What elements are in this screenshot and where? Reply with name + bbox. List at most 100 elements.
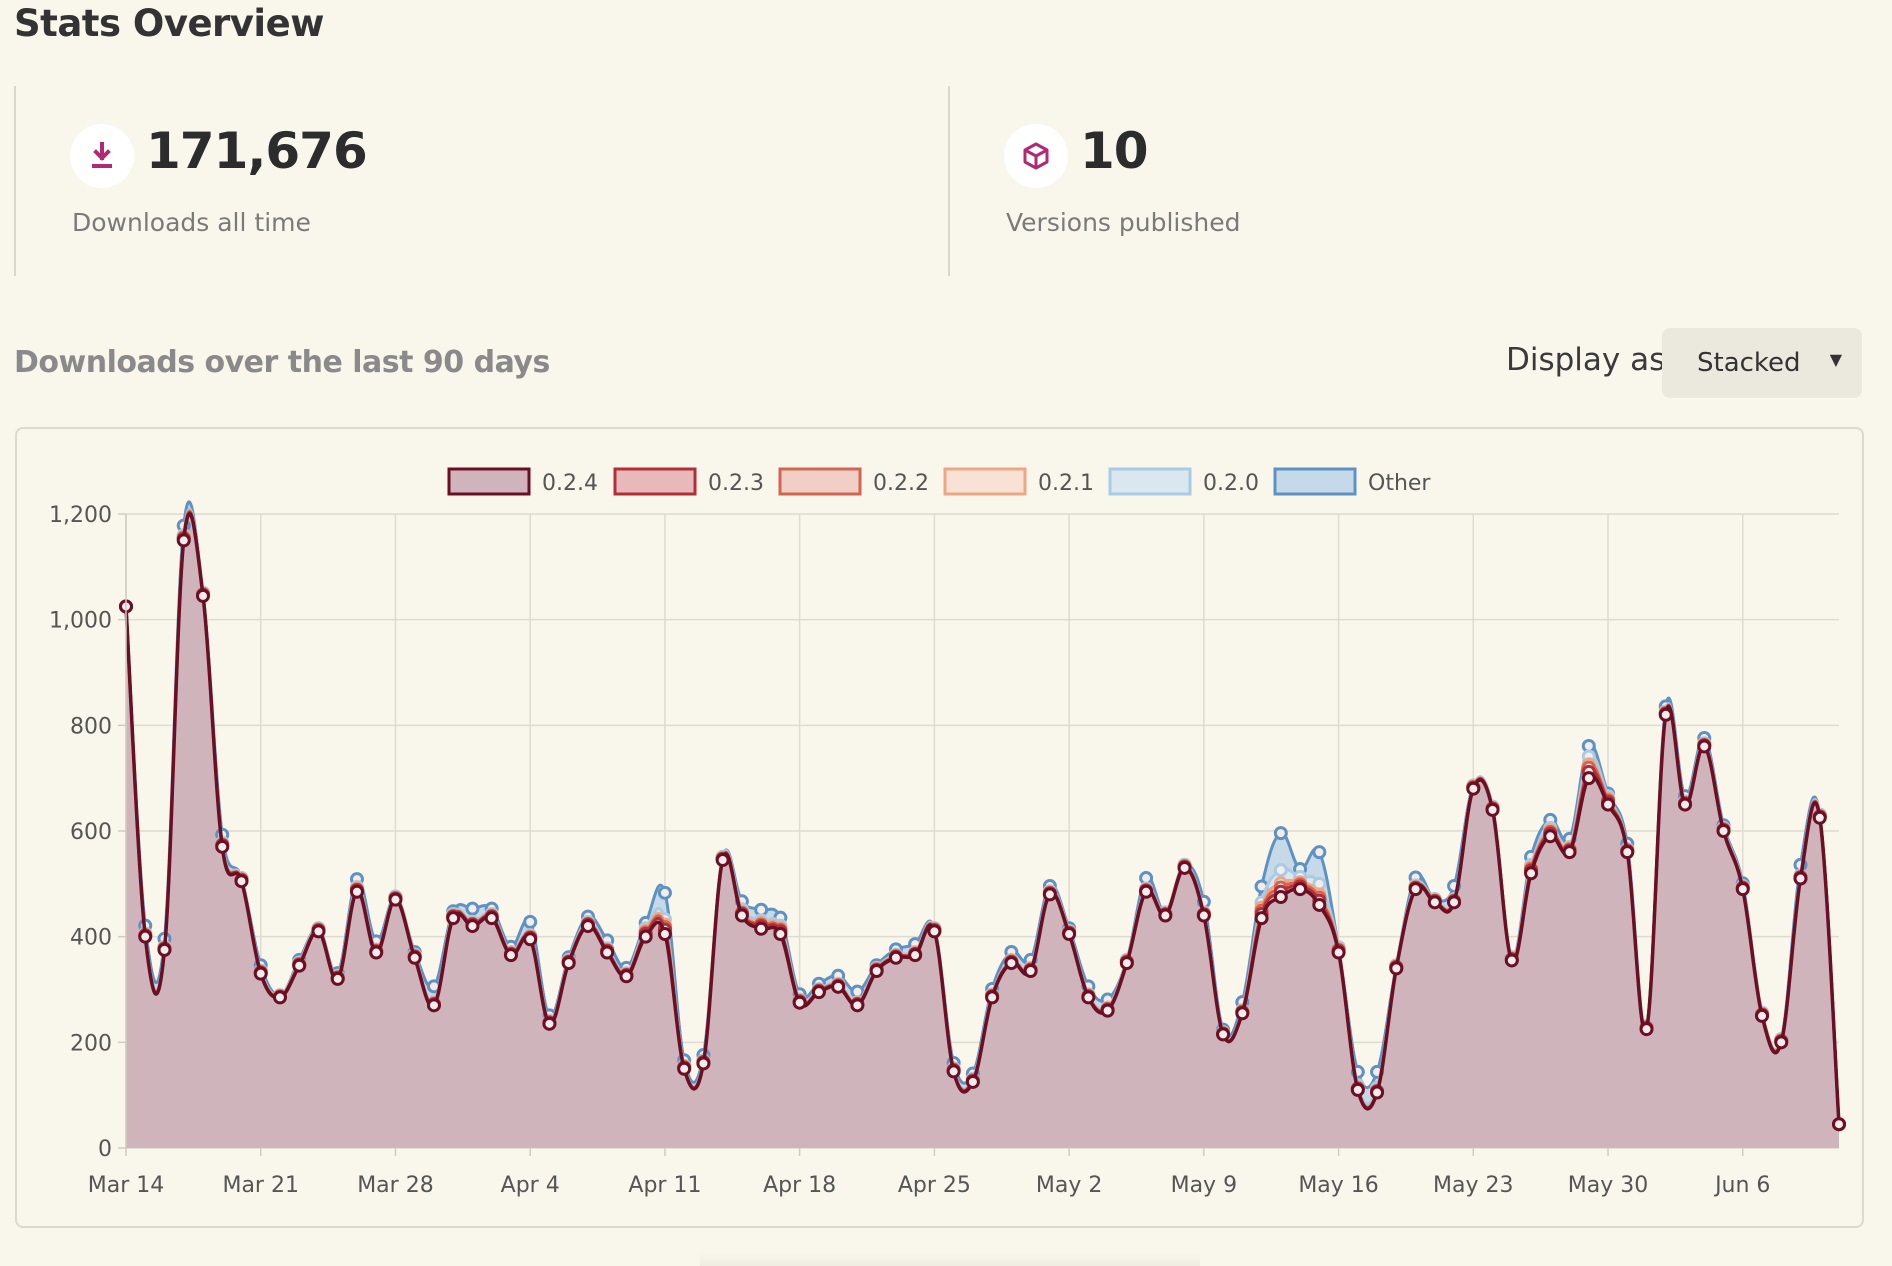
legend-swatch-0.2.1[interactable] xyxy=(943,467,1027,496)
data-point-0.2.4[interactable] xyxy=(734,908,749,923)
data-point-0.2.4[interactable] xyxy=(1389,961,1404,976)
data-point-0.2.4[interactable] xyxy=(696,1056,711,1071)
legend-swatch-0.2.4[interactable] xyxy=(447,467,531,496)
data-point-0.2.4[interactable] xyxy=(1466,781,1481,796)
legend-label-Other[interactable]: Other xyxy=(1368,471,1431,496)
data-point-0.2.4[interactable] xyxy=(619,969,634,984)
data-point-0.2.4[interactable] xyxy=(1350,1082,1365,1097)
data-point-0.2.4[interactable] xyxy=(1716,824,1731,838)
legend-label-0.2.3[interactable]: 0.2.3 xyxy=(708,471,764,496)
data-point-0.2.4[interactable] xyxy=(1312,897,1327,912)
data-point-0.2.4[interactable] xyxy=(369,945,384,960)
data-point-0.2.4[interactable] xyxy=(638,929,653,944)
data-point-0.2.4[interactable] xyxy=(600,945,615,960)
data-point-0.2.4[interactable] xyxy=(1832,1117,1846,1132)
data-point-0.2.4[interactable] xyxy=(195,588,210,603)
data-point-0.2.4[interactable] xyxy=(773,927,788,942)
data-point-0.2.4[interactable] xyxy=(1755,1008,1770,1023)
legend-swatch-Other[interactable] xyxy=(1273,467,1357,496)
data-point-0.2.4[interactable] xyxy=(503,948,518,963)
data-point-0.2.4[interactable] xyxy=(272,990,287,1005)
legend-swatch-0.2.0[interactable] xyxy=(1108,467,1192,496)
data-point-0.2.4[interactable] xyxy=(1062,927,1077,942)
data-point-0.2.4[interactable] xyxy=(792,995,807,1010)
data-point-0.2.4[interactable] xyxy=(446,911,461,926)
data-point-0.2.4[interactable] xyxy=(908,948,923,963)
data-point-0.2.4[interactable] xyxy=(484,911,499,926)
data-point-0.2.4[interactable] xyxy=(388,892,403,907)
data-point-0.2.4[interactable] xyxy=(850,998,865,1013)
data-point-Other[interactable] xyxy=(1273,826,1288,841)
data-point-0.2.4[interactable] xyxy=(1119,956,1134,971)
data-point-0.2.4[interactable] xyxy=(754,921,769,936)
legend-label-0.2.2[interactable]: 0.2.2 xyxy=(873,471,929,496)
data-point-0.2.4[interactable] xyxy=(1427,895,1442,910)
data-point-0.2.4[interactable] xyxy=(176,533,191,548)
data-point-0.2.4[interactable] xyxy=(215,839,230,854)
data-point-0.2.4[interactable] xyxy=(1004,956,1019,971)
data-point-0.2.4[interactable] xyxy=(1581,771,1596,786)
data-point-0.2.4[interactable] xyxy=(985,990,1000,1005)
data-point-0.2.4[interactable] xyxy=(1081,990,1096,1005)
data-point-0.2.4[interactable] xyxy=(1543,829,1558,844)
data-point-0.2.4[interactable] xyxy=(330,971,345,986)
data-point-0.2.4[interactable] xyxy=(407,950,422,965)
data-point-0.2.4[interactable] xyxy=(869,964,884,979)
data-point-0.2.4[interactable] xyxy=(426,998,441,1013)
data-point-0.2.4[interactable] xyxy=(1774,1035,1789,1050)
data-point-0.2.4[interactable] xyxy=(811,985,826,1000)
data-point-0.2.4[interactable] xyxy=(292,958,307,973)
data-point-0.2.4[interactable] xyxy=(927,924,942,939)
data-point-0.2.4[interactable] xyxy=(349,884,364,899)
data-point-0.2.4[interactable] xyxy=(1524,866,1539,881)
data-point-0.2.4[interactable] xyxy=(1620,845,1635,860)
data-point-0.2.4[interactable] xyxy=(1678,797,1693,812)
data-point-0.2.4[interactable] xyxy=(1254,911,1269,926)
data-point-0.2.4[interactable] xyxy=(1100,1003,1115,1018)
data-point-0.2.4[interactable] xyxy=(523,932,538,947)
data-point-0.2.4[interactable] xyxy=(831,979,846,994)
data-point-Other[interactable] xyxy=(465,901,480,916)
data-point-0.2.4[interactable] xyxy=(1658,707,1673,722)
data-point-0.2.4[interactable] xyxy=(715,853,730,868)
data-point-0.2.4[interactable] xyxy=(1023,964,1038,979)
data-point-0.2.4[interactable] xyxy=(465,919,480,934)
data-point-0.2.4[interactable] xyxy=(561,956,576,971)
data-point-0.2.4[interactable] xyxy=(1139,884,1154,899)
data-point-0.2.4[interactable] xyxy=(965,1074,980,1089)
data-point-0.2.4[interactable] xyxy=(311,924,326,939)
data-point-0.2.4[interactable] xyxy=(1408,882,1423,897)
data-point-0.2.4[interactable] xyxy=(888,950,903,965)
legend-swatch-0.2.3[interactable] xyxy=(613,467,697,496)
data-point-0.2.4[interactable] xyxy=(234,874,249,889)
data-point-0.2.4[interactable] xyxy=(1293,882,1308,897)
data-point-0.2.4[interactable] xyxy=(1504,953,1519,968)
data-point-0.2.4[interactable] xyxy=(157,942,172,957)
data-point-0.2.4[interactable] xyxy=(1235,1006,1250,1021)
data-point-0.2.4[interactable] xyxy=(542,1016,557,1031)
display-mode-select[interactable]: Stacked ▼ xyxy=(1662,328,1862,398)
data-point-0.2.4[interactable] xyxy=(1485,802,1500,817)
data-point-0.2.4[interactable] xyxy=(946,1064,961,1079)
data-point-0.2.4[interactable] xyxy=(1793,871,1808,886)
data-point-Other[interactable] xyxy=(657,885,672,900)
data-point-0.2.4[interactable] xyxy=(1562,845,1577,860)
data-point-Other[interactable] xyxy=(1312,845,1327,860)
data-point-0.2.4[interactable] xyxy=(1447,895,1462,910)
data-point-0.2.4[interactable] xyxy=(1697,739,1712,754)
data-point-0.2.0[interactable] xyxy=(1273,863,1288,878)
data-point-0.2.4[interactable] xyxy=(1216,1027,1231,1042)
data-point-0.2.4[interactable] xyxy=(1812,810,1827,825)
data-point-0.2.4[interactable] xyxy=(677,1061,692,1076)
data-point-0.2.4[interactable] xyxy=(1735,882,1750,897)
legend-swatch-0.2.2[interactable] xyxy=(778,467,862,496)
data-point-0.2.4[interactable] xyxy=(1196,908,1211,923)
data-point-0.2.4[interactable] xyxy=(253,966,268,981)
data-point-0.2.4[interactable] xyxy=(1273,890,1288,905)
legend-label-0.2.4[interactable]: 0.2.4 xyxy=(542,471,598,496)
legend-label-0.2.0[interactable]: 0.2.0 xyxy=(1203,471,1259,496)
data-point-Other[interactable] xyxy=(523,914,538,929)
data-point-0.2.4[interactable] xyxy=(1042,887,1057,902)
data-point-0.2.4[interactable] xyxy=(1370,1085,1385,1100)
data-point-0.2.4[interactable] xyxy=(1331,945,1346,960)
